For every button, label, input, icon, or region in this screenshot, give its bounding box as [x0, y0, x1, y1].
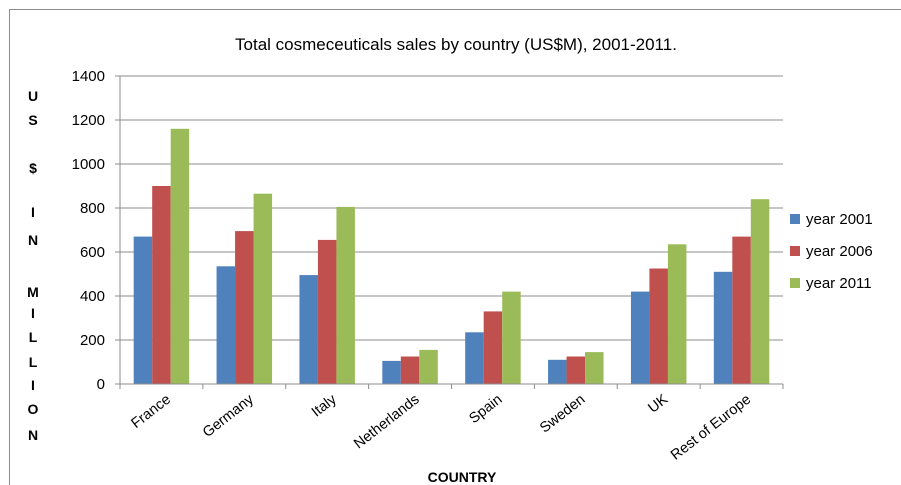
y-axis-title-letter: L: [29, 329, 38, 345]
y-axis-title-letter: I: [31, 377, 35, 393]
legend-swatch: [790, 214, 800, 224]
bar: [502, 291, 521, 384]
bar: [170, 128, 190, 384]
bar: [317, 239, 337, 384]
bar: [336, 206, 355, 384]
y-tick-label: 600: [80, 244, 105, 261]
bar: [585, 352, 604, 384]
bar: [152, 186, 171, 384]
y-axis-title-letter: $: [29, 160, 37, 176]
legend: year 2001 year 2006 year 2011: [790, 211, 873, 292]
y-tick-label: 1200: [72, 112, 105, 129]
legend-swatch: [790, 246, 800, 256]
y-tick-label: 400: [80, 288, 105, 305]
y-axis-title-letter: M: [27, 284, 39, 300]
bar: [400, 356, 420, 384]
bar: [133, 236, 153, 384]
legend-label: year 2011: [806, 275, 872, 292]
bar: [667, 244, 687, 384]
legend-label: year 2006: [806, 243, 873, 260]
y-axis-title-letter: L: [29, 354, 38, 370]
y-tick-label: 200: [80, 332, 105, 349]
y-axis-ticks: 0 200 400 600 800 1000 1200 1400: [72, 68, 105, 393]
y-axis-title-letter: I: [31, 204, 35, 220]
bar: [630, 291, 650, 384]
y-axis-title-letter: U: [28, 88, 38, 104]
y-tick-label: 1000: [72, 156, 105, 173]
bar: [465, 332, 484, 384]
bar: [649, 268, 668, 384]
bars: [133, 128, 770, 384]
y-axis-title-letter: O: [28, 401, 39, 417]
bar: [419, 349, 438, 384]
bar: [235, 231, 254, 384]
legend-swatch: [790, 278, 800, 288]
y-axis-title-letter: N: [28, 232, 38, 248]
bar: [216, 266, 236, 384]
bar: [566, 356, 586, 384]
bar: [483, 311, 503, 384]
axes: [115, 75, 784, 389]
bar: [732, 236, 751, 384]
y-axis-title-letter: I: [31, 305, 35, 321]
bar: [750, 199, 770, 384]
y-tick-label: 0: [97, 376, 105, 393]
y-tick-label: 1400: [72, 68, 105, 85]
legend-label: year 2001: [806, 211, 873, 228]
chart-title: Total cosmeceuticals sales by country (U…: [235, 35, 677, 54]
bar: [713, 271, 733, 384]
y-axis-title-letter: S: [28, 112, 37, 128]
bar: [253, 193, 273, 384]
x-axis-title: COUNTRY: [428, 469, 497, 485]
y-axis-title-letter: N: [28, 427, 38, 443]
y-tick-label: 800: [80, 200, 105, 217]
bar: [299, 275, 318, 384]
bar: [548, 359, 567, 384]
bar: [382, 360, 401, 384]
